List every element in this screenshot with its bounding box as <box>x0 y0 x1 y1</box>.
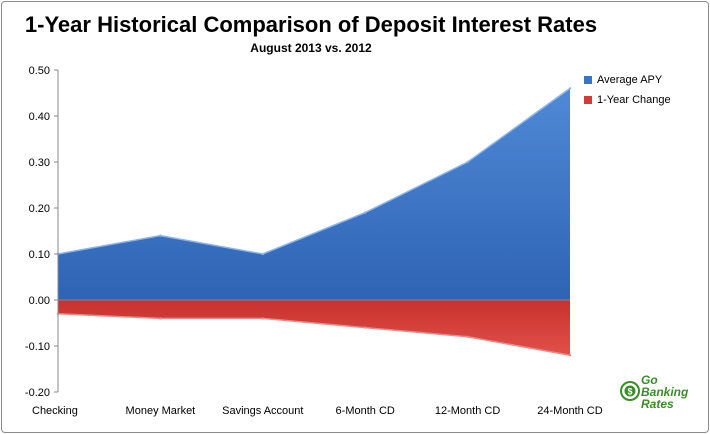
y-tick-label: 0.30 <box>29 157 50 169</box>
legend-swatch-average-apy <box>584 76 592 84</box>
y-tick-label: 0.40 <box>29 111 50 123</box>
y-tick-label: 0.10 <box>29 249 50 261</box>
legend: Average APY 1-Year Change <box>584 70 671 110</box>
logo-text-go: Go <box>641 373 658 387</box>
data-point-1-year-change <box>261 317 264 320</box>
gobankingrates-logo: $ Go Banking Rates <box>620 374 700 414</box>
data-point-1-year-change <box>159 317 162 320</box>
data-point-1-year-change <box>364 326 367 329</box>
area-1-year-change <box>58 300 570 356</box>
x-tick-label-12-month-cd: 12-Month CD <box>435 405 500 417</box>
area-edge-1-year-change <box>57 313 571 356</box>
data-point-1-year-change <box>568 354 572 357</box>
y-tick-label: 0.00 <box>29 295 50 307</box>
y-tick-label: -0.20 <box>25 387 50 399</box>
legend-label-average-apy: Average APY <box>597 74 663 86</box>
y-tick-label: 0.20 <box>29 203 50 215</box>
data-point-average-apy <box>159 234 162 237</box>
chart-subtitle: August 2013 vs. 2012 <box>250 41 372 55</box>
legend-swatch-1-year-change <box>584 96 592 104</box>
logo-text-rates: Rates <box>641 397 674 411</box>
svg-text:$: $ <box>627 387 632 397</box>
data-point-average-apy <box>466 160 469 164</box>
x-tick-label-6-month-cd: 6-Month CD <box>336 405 395 417</box>
dollar-coin-icon: $ <box>620 381 640 401</box>
y-tick-label: -0.10 <box>25 341 50 353</box>
x-tick-label-money-market: Money Market <box>126 405 196 417</box>
legend-label-1-year-change: 1-Year Change <box>597 94 671 106</box>
data-point-1-year-change <box>466 335 469 338</box>
data-point-average-apy <box>261 252 264 256</box>
x-tick-label-checking: Checking <box>32 405 78 417</box>
data-point-average-apy <box>568 87 572 90</box>
chart-title: 1-Year Historical Comparison of Deposit … <box>24 12 598 37</box>
data-point-average-apy <box>364 211 367 214</box>
logo-text-banking: Banking <box>641 385 689 399</box>
x-tick-label-24-month-cd: 24-Month CD <box>537 405 602 417</box>
area-edge-average-apy <box>57 87 571 255</box>
x-tick-label-savings-account: Savings Account <box>222 405 303 417</box>
legend-item-average-apy: Average APY <box>584 70 671 90</box>
y-tick-label: 0.50 <box>29 65 50 77</box>
area-average-apy <box>58 88 570 301</box>
legend-item-1-year-change: 1-Year Change <box>584 90 671 110</box>
